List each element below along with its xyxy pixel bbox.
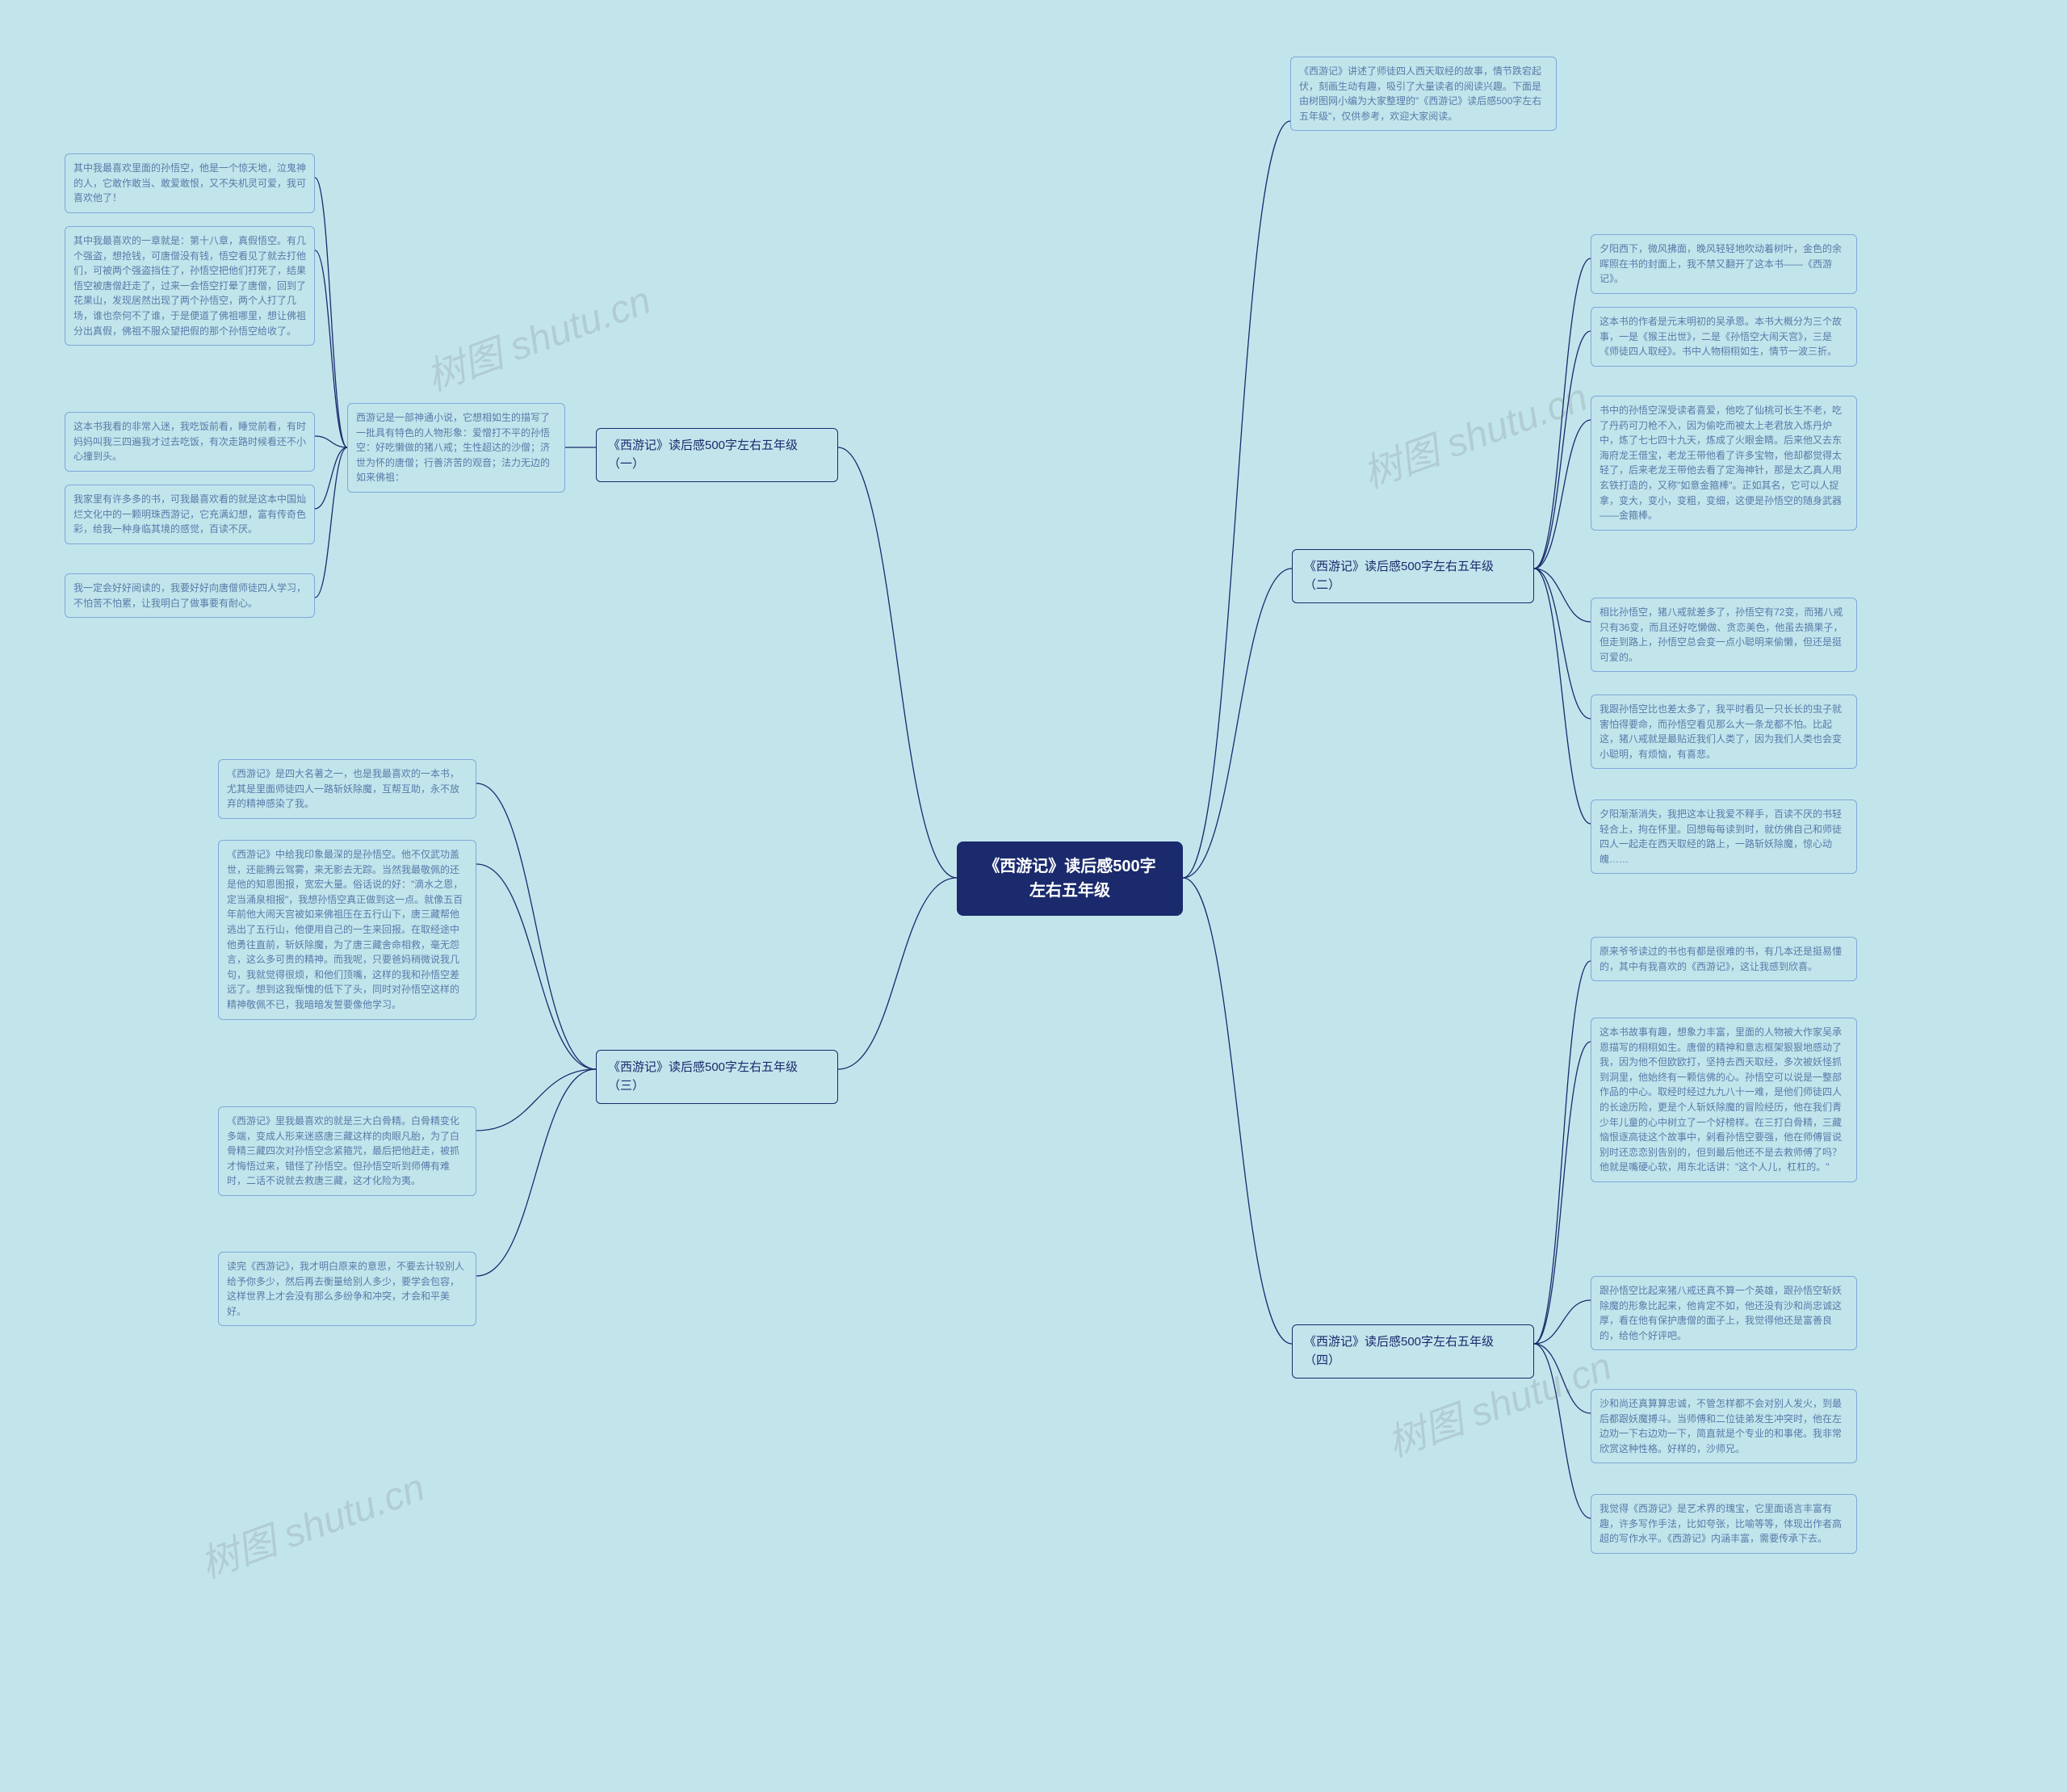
branch-b1: 《西游记》读后感500字左右五年级（一） xyxy=(596,428,838,482)
branch-b4-leaf-1: 这本书故事有趣，想象力丰富，里面的人物被大作家吴承恩描写的栩栩如生。唐僧的精神和… xyxy=(1591,1018,1857,1182)
intro-text: 《西游记》讲述了师徒四人西天取经的故事，情节跌宕起伏，刻画生动有趣，吸引了大量读… xyxy=(1290,57,1557,131)
branch-b2-leaf-1: 这本书的作者是元末明初的吴承恩。本书大概分为三个故事，一是《猴王出世》，二是《孙… xyxy=(1591,307,1857,367)
watermark: 树图 shutu.cn xyxy=(417,268,657,401)
center-title: 《西游记》读后感500字 左右五年级 xyxy=(957,841,1183,916)
branch-b2: 《西游记》读后感500字左右五年级（二） xyxy=(1292,549,1534,603)
watermark: 树图 shutu.cn xyxy=(1354,365,1594,498)
branch-b2-leaf-3: 相比孙悟空，猪八戒就差多了，孙悟空有72变，而猪八戒只有36变，而且还好吃懒做、… xyxy=(1591,598,1857,672)
branch-b3-leaf-2: 《西游记》里我最喜欢的就是三大白骨精。白骨精变化多端，变成人形来迷惑唐三藏这样的… xyxy=(218,1106,476,1196)
branch-b4-leaf-0: 原来爷爷读过的书也有都是很难的书，有几本还是挺易懂的，其中有我喜欢的《西游记》，… xyxy=(1591,937,1857,981)
branch-b2-leaf-4: 我跟孙悟空比也差太多了，我平时看见一只长长的虫子就害怕得要命，而孙悟空看见那么大… xyxy=(1591,695,1857,769)
branch-b2-leaf-5: 夕阳渐渐消失，我把这本让我爱不释手，百读不厌的书轻轻合上，拘在怀里。回想每每读到… xyxy=(1591,799,1857,874)
branch-b3-leaf-3: 读完《西游记》，我才明白原来的意思，不要去计较别人给予你多少，然后再去衡量给别人… xyxy=(218,1252,476,1326)
branch-b4-leaf-2: 跟孙悟空比起来猪八戒还真不算一个英雄，跟孙悟空斩妖除魔的形象比起来，他肯定不如，… xyxy=(1591,1276,1857,1350)
branch-b1-leaf-0: 其中我最喜欢里面的孙悟空，他是一个惊天地，泣鬼神的人，它敢作敢当、敢爱敢恨，又不… xyxy=(65,153,315,213)
branch-b4-leaf-3: 沙和尚还真算算忠诚，不管怎样都不会对别人发火，到最后都跟妖魔搏斗。当师傅和二位徒… xyxy=(1591,1389,1857,1463)
branch-b3: 《西游记》读后感500字左右五年级（三） xyxy=(596,1050,838,1104)
branch-b2-leaf-2: 书中的孙悟空深受读者喜爱，他吃了仙桃可长生不老，吃了丹药可刀枪不入，因为偷吃而被… xyxy=(1591,396,1857,531)
branch-b1-leaf-2: 这本书我看的非常入迷，我吃饭前看，睡觉前看，有时妈妈叫我三四遍我才过去吃饭，有次… xyxy=(65,412,315,472)
branch-b1-leaf-3: 我家里有许多多的书，可我最喜欢看的就是这本中国灿烂文化中的一颗明珠西游记，它充满… xyxy=(65,485,315,544)
branch-b3-leaf-0: 《西游记》是四大名著之一，也是我最喜欢的一本书，尤其是里面师徒四人一路斩妖除魔，… xyxy=(218,759,476,819)
branch-b3-leaf-1: 《西游记》中给我印象最深的是孙悟空。他不仅武功盖世，还能腾云驾雾，来无影去无踪。… xyxy=(218,840,476,1020)
branch-b1-sub: 西游记是一部神通小说，它想相如生的描写了一批具有特色的人物形象：爱憎打不平的孙悟… xyxy=(347,403,565,493)
branch-b4-leaf-4: 我觉得《西游记》是艺术界的瑰宝，它里面语言丰富有趣，许多写作手法，比如夸张，比喻… xyxy=(1591,1494,1857,1554)
branch-b4: 《西游记》读后感500字左右五年级（四） xyxy=(1292,1324,1534,1379)
branch-b1-leaf-1: 其中我最喜欢的一章就是：第十八章，真假悟空。有几个强盗，想抢钱，可唐僧没有钱，悟… xyxy=(65,226,315,346)
branch-b2-leaf-0: 夕阳西下，微风拂面，晚风轻轻地吹动着树叶，金色的余晖照在书的封面上，我不禁又翻开… xyxy=(1591,234,1857,294)
branch-b1-leaf-4: 我一定会好好阅读的，我要好好向唐僧师徒四人学习，不怕苦不怕累，让我明白了做事要有… xyxy=(65,573,315,618)
watermark: 树图 shutu.cn xyxy=(191,1455,431,1588)
